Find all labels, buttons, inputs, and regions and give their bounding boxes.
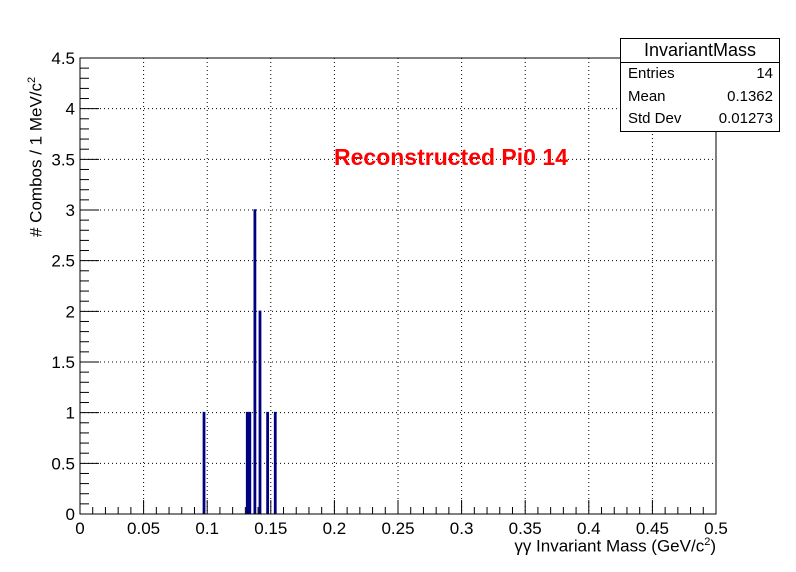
axis-ticks [79,57,717,515]
y-tick-label: 4 [66,100,75,119]
histogram-bar [266,411,270,514]
grid-lines [80,58,716,514]
stats-title: InvariantMass [621,39,779,63]
x-tick-label: 0.15 [254,519,287,538]
x-tick-label: 0.2 [323,519,347,538]
y-tick-label: 0 [66,505,75,524]
x-tick-labels: 0 0.05 0.1 0.15 0.2 0.25 0.3 0.35 0.4 0.45 0.5 [75,519,728,538]
x-tick-label: 0.35 [509,519,542,538]
stats-row-stddev: Std Dev 0.01273 [621,108,779,131]
y-tick-label: 4.5 [51,49,75,68]
y-axis-label: # Combos / 1 MeV/c2 [26,76,46,237]
histogram-bar [258,310,262,514]
y-tick-labels: 0 0.5 1 1.5 2 2.5 3 3.5 4 4.5 [51,49,75,524]
y-tick-label: 0.5 [51,454,75,473]
y-tick-label: 2.5 [51,252,75,271]
y-tick-label: 1.5 [51,353,75,372]
histogram-bars [202,209,277,514]
x-tick-label: 0.4 [577,519,601,538]
x-tick-label: 0.1 [195,519,219,538]
stats-value: 14 [756,65,773,82]
stats-label: Mean [628,87,666,105]
y-tick-label: 3.5 [51,150,75,169]
histogram-bar [248,411,252,514]
y-tick-label: 2 [66,302,75,321]
stats-value: 0.1362 [727,87,773,105]
histogram-bar [273,411,277,514]
histogram-bar [202,411,206,514]
stats-row-mean: Mean 0.1362 [621,86,779,109]
x-tick-label: 0.25 [381,519,414,538]
stats-value: 0.01273 [718,110,773,128]
chart-annotation: Reconstructed Pi0 14 [334,144,568,170]
stats-label: Entries [628,65,675,82]
histogram-bar [253,209,257,514]
stats-label: Std Dev [628,110,682,128]
x-tick-label: 0.5 [704,519,728,538]
x-tick-label: 0.05 [127,519,160,538]
x-tick-label: 0.3 [450,519,474,538]
stats-box: InvariantMass Entries 14 Mean 0.1362 Std… [620,38,780,133]
x-axis-label: γγ Invariant Mass (GeV/c2) [514,536,716,556]
x-tick-label: 0.45 [636,519,669,538]
x-tick-label: 0 [75,519,84,538]
y-tick-label: 3 [66,201,75,220]
histogram-bar [245,411,249,514]
stats-row-entries: Entries 14 [621,63,779,86]
y-tick-label: 1 [66,404,75,423]
